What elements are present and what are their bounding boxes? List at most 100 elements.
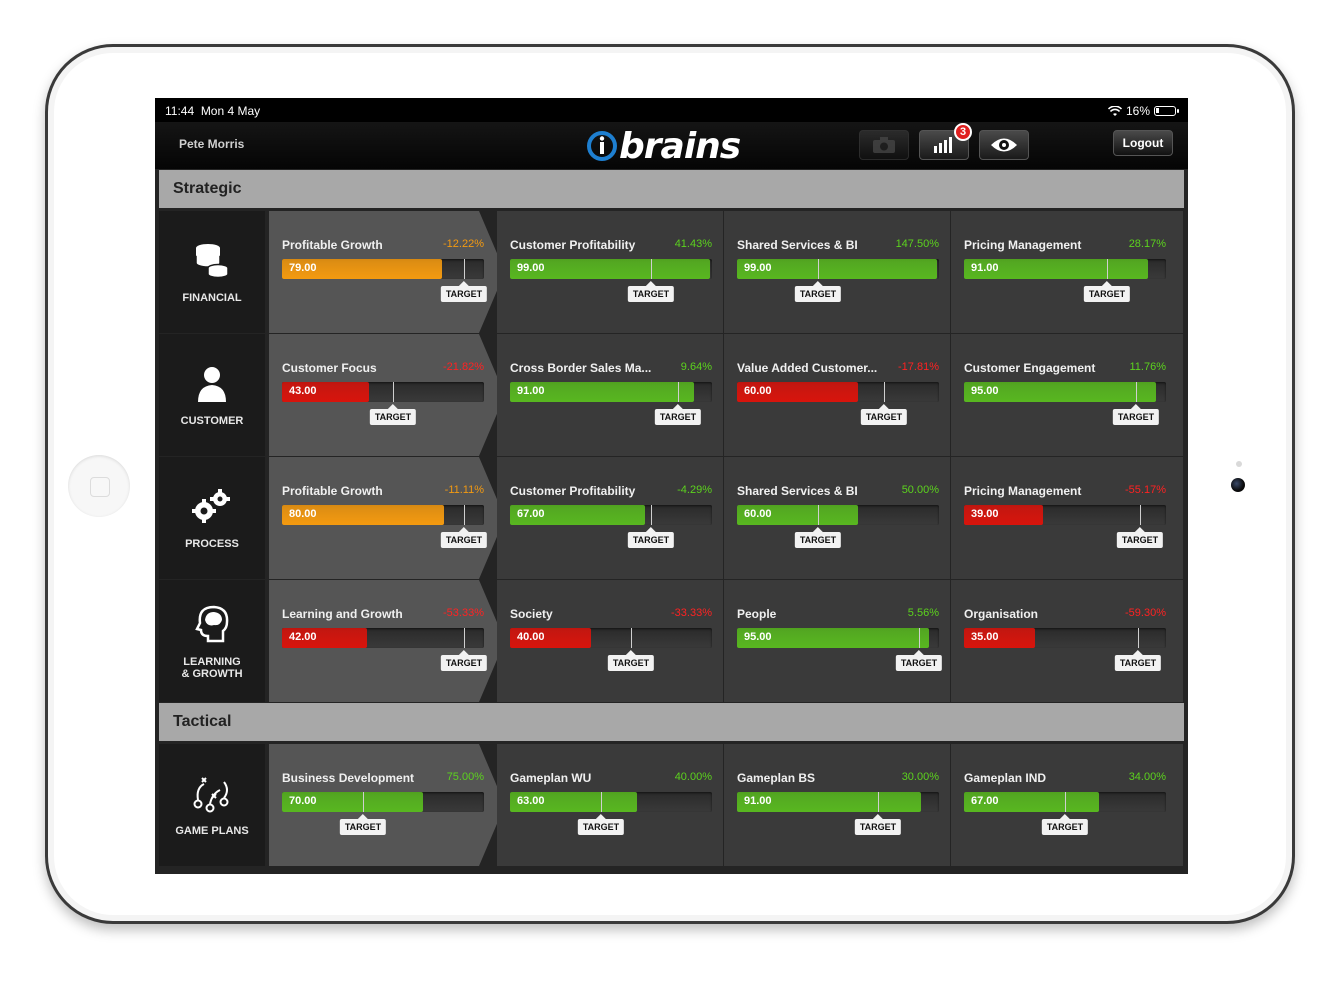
progress-fill: 79.00 xyxy=(282,259,442,279)
kpi-percent-change: 147.50% xyxy=(895,238,939,250)
kpi-tile[interactable]: Business Development 75.00% 70.00 TARGET xyxy=(269,744,505,866)
kpi-tile[interactable]: Value Added Customer... -17.81% 60.00 TARGE… xyxy=(724,334,950,456)
kpi-value: 79.00 xyxy=(289,262,317,274)
target-label: TARGET xyxy=(577,814,625,835)
kpi-tile[interactable]: Profitable Growth -11.11% 80.00 TARGET xyxy=(269,457,505,579)
bar-chart-icon xyxy=(934,137,952,153)
progress-bar: 63.00 xyxy=(510,792,712,812)
progress-bar: 67.00 xyxy=(510,505,712,525)
kpi-percent-change: -59.30% xyxy=(1125,607,1166,619)
status-date: Mon 4 May xyxy=(200,104,261,118)
kpi-tile[interactable]: Pricing Management 28.17% 91.00 TARGET xyxy=(951,211,1183,333)
kpi-tile[interactable]: Profitable Growth -12.22% 79.00 TARGET xyxy=(269,211,505,333)
target-label: TARGET xyxy=(339,814,387,835)
kpi-percent-change: -33.33% xyxy=(671,607,712,619)
camera-button[interactable] xyxy=(859,130,909,160)
target-label: TARGET xyxy=(607,650,655,671)
kpi-tile[interactable]: Shared Services & BI 147.50% 99.00 TARGET xyxy=(724,211,950,333)
kpi-tile[interactable]: Customer Profitability 41.43% 99.00 TARGET xyxy=(497,211,723,333)
progress-fill: 95.00 xyxy=(737,628,929,648)
logout-button[interactable]: Logout xyxy=(1113,130,1173,156)
kpi-tile[interactable]: Customer Focus -21.82% 43.00 TARGET xyxy=(269,334,505,456)
progress-bar: 43.00 xyxy=(282,382,484,402)
category-cell[interactable]: LEARNING & GROWTH xyxy=(159,580,265,702)
reports-button[interactable]: 3 xyxy=(919,123,972,160)
kpi-tile[interactable]: Gameplan IND 34.00% 67.00 TARGET xyxy=(951,744,1183,866)
category-label: FINANCIAL xyxy=(182,291,242,304)
category-cell[interactable]: FINANCIAL xyxy=(159,211,265,333)
progress-fill: 91.00 xyxy=(737,792,921,812)
kpi-value: 63.00 xyxy=(517,795,545,807)
kpi-tile[interactable]: Cross Border Sales Ma... 9.64% 91.00 TARGET xyxy=(497,334,723,456)
kpi-name: Pricing Management xyxy=(964,484,1082,498)
logo-mark-icon xyxy=(587,131,617,161)
kpi-tile[interactable]: Customer Engagement 11.76% 95.00 TARGET xyxy=(951,334,1183,456)
section-header-strategic: Strategic xyxy=(159,170,1184,208)
category-cell[interactable]: GAME PLANS xyxy=(159,744,265,866)
kpi-value: 70.00 xyxy=(289,795,317,807)
progress-fill: 95.00 xyxy=(964,382,1156,402)
progress-fill: 35.00 xyxy=(964,628,1035,648)
kpi-tile[interactable]: Pricing Management -55.17% 39.00 TARGET xyxy=(951,457,1183,579)
progress-fill: 60.00 xyxy=(737,505,858,525)
kpi-tile[interactable]: Gameplan WU 40.00% 63.00 TARGET xyxy=(497,744,723,866)
target-label: TARGET xyxy=(794,281,842,302)
home-button[interactable] xyxy=(68,455,130,517)
gears-icon xyxy=(190,487,234,532)
target-marker xyxy=(651,259,652,279)
target-marker xyxy=(919,628,920,648)
progress-bar: 42.00 xyxy=(282,628,484,648)
target-marker xyxy=(1065,792,1066,812)
scorecard-row: GAME PLANS Business Development 75.00% 70.0… xyxy=(159,744,1184,866)
kpi-percent-change: 41.43% xyxy=(674,238,712,250)
head-icon xyxy=(192,603,232,650)
category-cell[interactable]: CUSTOMER xyxy=(159,334,265,456)
kpi-percent-change: -4.29% xyxy=(677,484,712,496)
camera-lens xyxy=(1231,478,1245,492)
kpi-tile[interactable]: Society -33.33% 40.00 TARGET xyxy=(497,580,723,702)
kpi-tile[interactable]: Shared Services & BI 50.00% 60.00 TARGET xyxy=(724,457,950,579)
brains-logo: brains xyxy=(587,126,741,167)
database-icon xyxy=(192,241,232,286)
target-marker xyxy=(393,382,394,402)
progress-fill: 40.00 xyxy=(510,628,591,648)
category-cell[interactable]: PROCESS xyxy=(159,457,265,579)
kpi-tile[interactable]: Learning and Growth -53.33% 42.00 TARGET xyxy=(269,580,505,702)
progress-fill: 91.00 xyxy=(964,259,1148,279)
target-label: TARGET xyxy=(440,281,488,302)
progress-fill: 60.00 xyxy=(737,382,858,402)
kpi-value: 43.00 xyxy=(289,385,317,397)
kpi-tile[interactable]: Gameplan BS 30.00% 91.00 TARGET xyxy=(724,744,950,866)
progress-bar: 67.00 xyxy=(964,792,1166,812)
person-icon xyxy=(192,364,232,409)
target-marker xyxy=(464,628,465,648)
kpi-tile[interactable]: Customer Profitability -4.29% 67.00 TARGET xyxy=(497,457,723,579)
kpi-percent-change: 30.00% xyxy=(901,771,939,783)
category-label: GAME PLANS xyxy=(175,824,249,837)
kpi-name: Gameplan BS xyxy=(737,771,816,785)
progress-bar: 99.00 xyxy=(510,259,712,279)
kpi-value: 60.00 xyxy=(744,385,772,397)
progress-fill: 91.00 xyxy=(510,382,694,402)
progress-fill: 99.00 xyxy=(510,259,710,279)
progress-fill: 43.00 xyxy=(282,382,369,402)
progress-bar: 60.00 xyxy=(737,382,939,402)
kpi-name: People xyxy=(737,607,777,621)
target-marker xyxy=(1136,382,1137,402)
kpi-name: Business Development xyxy=(282,771,415,785)
kpi-tile[interactable]: People 5.56% 95.00 TARGET xyxy=(724,580,950,702)
target-label: TARGET xyxy=(627,281,675,302)
target-marker xyxy=(818,505,819,525)
target-label: TARGET xyxy=(860,404,908,425)
scorecard-row: PROCESS Profitable Growth -11.11% 80.00 TARG… xyxy=(159,457,1184,579)
progress-fill: 67.00 xyxy=(964,792,1099,812)
kpi-tile[interactable]: Organisation -59.30% 35.00 TARGET xyxy=(951,580,1183,702)
view-button[interactable] xyxy=(979,130,1029,160)
progress-bar: 79.00 xyxy=(282,259,484,279)
kpi-percent-change: 75.00% xyxy=(446,771,484,783)
kpi-percent-change: -12.22% xyxy=(443,238,484,250)
progress-fill: 70.00 xyxy=(282,792,423,812)
target-label: TARGET xyxy=(1116,527,1164,548)
scorecard-row: LEARNING & GROWTH Learning and Growth -53.3… xyxy=(159,580,1184,702)
kpi-value: 67.00 xyxy=(971,795,999,807)
